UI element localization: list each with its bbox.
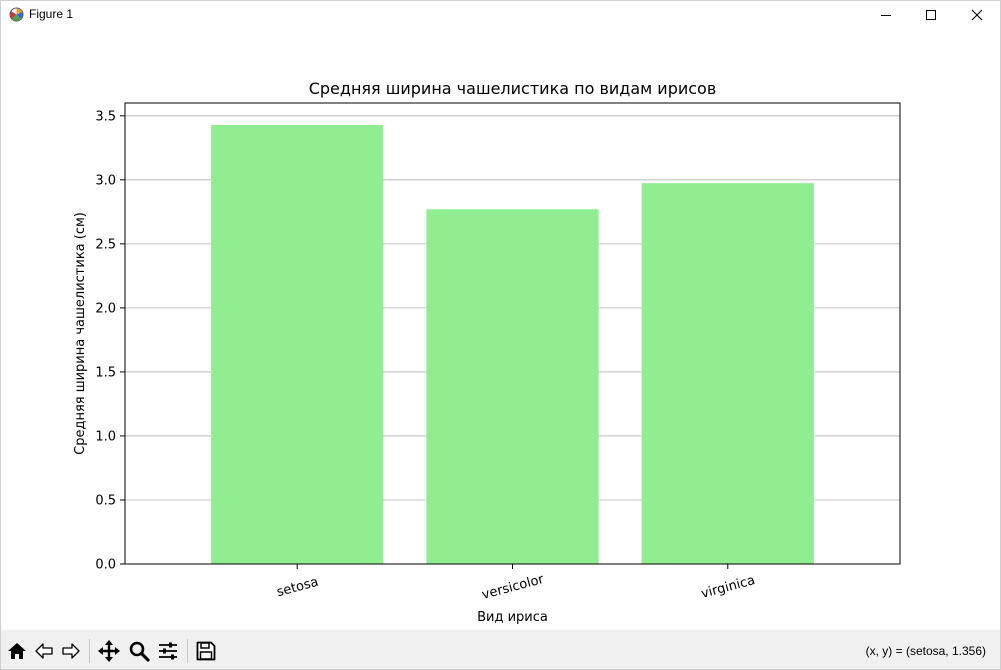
bar-setosa xyxy=(211,125,384,564)
navigation-toolbar: (x, y) = (setosa, 1.356) xyxy=(1,630,1000,669)
close-icon xyxy=(971,9,983,21)
bar-virginica xyxy=(641,183,814,564)
zoom-button[interactable] xyxy=(127,639,151,663)
forward-arrow-icon xyxy=(62,643,80,659)
back-button[interactable] xyxy=(32,639,56,663)
maximize-icon xyxy=(926,10,936,20)
minimize-icon xyxy=(881,15,891,16)
y-tick-label: 1.5 xyxy=(95,365,116,380)
back-arrow-icon xyxy=(35,643,53,659)
save-disk-icon xyxy=(196,641,216,661)
title-bar[interactable]: Figure 1 xyxy=(1,1,1000,29)
maximize-button[interactable] xyxy=(908,1,954,29)
bars xyxy=(211,125,814,564)
pan-button[interactable] xyxy=(97,639,121,663)
y-tick-label: 3.0 xyxy=(95,173,116,188)
home-button[interactable] xyxy=(5,639,29,663)
y-tick-label: 0.0 xyxy=(95,558,116,573)
x-axis-label: Вид ириса xyxy=(477,610,548,625)
toolbar-separator xyxy=(89,639,90,663)
window-title: Figure 1 xyxy=(29,7,74,21)
matplotlib-figure-icon xyxy=(9,7,24,22)
figure-canvas[interactable]: 0.0 0.5 1.0 1.5 2.0 2.5 3.0 3.5 setosa versicolo… xyxy=(1,29,1000,630)
minimize-button[interactable] xyxy=(863,1,909,29)
x-tick-label: virginica xyxy=(700,573,757,602)
save-button[interactable] xyxy=(194,639,218,663)
pan-move-icon xyxy=(98,640,120,662)
close-button[interactable] xyxy=(954,1,1000,29)
configure-subplots-button[interactable] xyxy=(156,639,180,663)
x-tick-label: setosa xyxy=(275,575,320,601)
y-tick-label: 3.5 xyxy=(95,109,116,124)
y-tick-label: 1.0 xyxy=(95,429,116,444)
home-icon xyxy=(8,643,26,659)
y-axis-ticks: 0.0 0.5 1.0 1.5 2.0 2.5 3.0 3.5 xyxy=(95,109,125,573)
y-tick-label: 2.0 xyxy=(95,301,116,316)
chart-title: Средняя ширина чашелистика по видам ирис… xyxy=(309,79,717,98)
bar-chart[interactable]: 0.0 0.5 1.0 1.5 2.0 2.5 3.0 3.5 setosa versicolo… xyxy=(1,29,1000,630)
x-tick-label: versicolor xyxy=(480,572,546,603)
y-tick-label: 2.5 xyxy=(95,237,116,252)
zoom-magnifier-icon xyxy=(129,641,150,662)
cursor-coordinates: (x, y) = (setosa, 1.356) xyxy=(865,644,986,658)
x-axis-ticks: setosa versicolor virginica xyxy=(275,564,757,603)
y-tick-label: 0.5 xyxy=(95,493,116,508)
toolbar-separator xyxy=(187,639,188,663)
configure-subplots-icon xyxy=(159,642,177,660)
forward-button[interactable] xyxy=(59,639,83,663)
bar-versicolor xyxy=(426,209,599,564)
y-axis-label: Средняя ширина чашелистика (см) xyxy=(73,212,88,455)
